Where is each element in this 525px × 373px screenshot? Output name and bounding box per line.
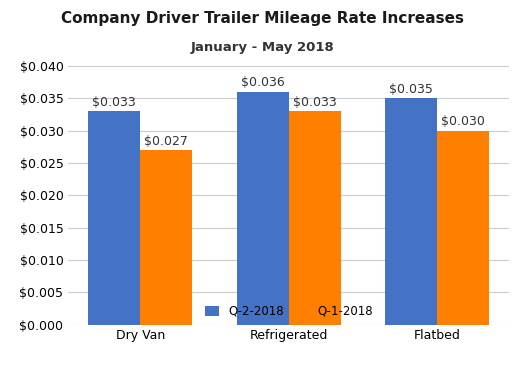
Text: $0.030: $0.030 — [442, 115, 485, 128]
Bar — [237, 92, 289, 325]
Text: $0.036: $0.036 — [241, 76, 285, 90]
Bar — [385, 98, 437, 325]
Text: $0.033: $0.033 — [293, 96, 337, 109]
Text: $0.035: $0.035 — [390, 83, 433, 96]
Legend: Q-2-2018, Q-1-2018: Q-2-2018, Q-1-2018 — [201, 301, 376, 321]
Bar — [88, 112, 140, 325]
Bar — [140, 150, 192, 325]
Text: $0.033: $0.033 — [92, 96, 136, 109]
Bar — [437, 131, 489, 325]
Text: January - May 2018: January - May 2018 — [191, 41, 334, 54]
Bar — [289, 112, 341, 325]
Text: Company Driver Trailer Mileage Rate Increases: Company Driver Trailer Mileage Rate Incr… — [61, 11, 464, 26]
Text: $0.027: $0.027 — [144, 135, 188, 148]
